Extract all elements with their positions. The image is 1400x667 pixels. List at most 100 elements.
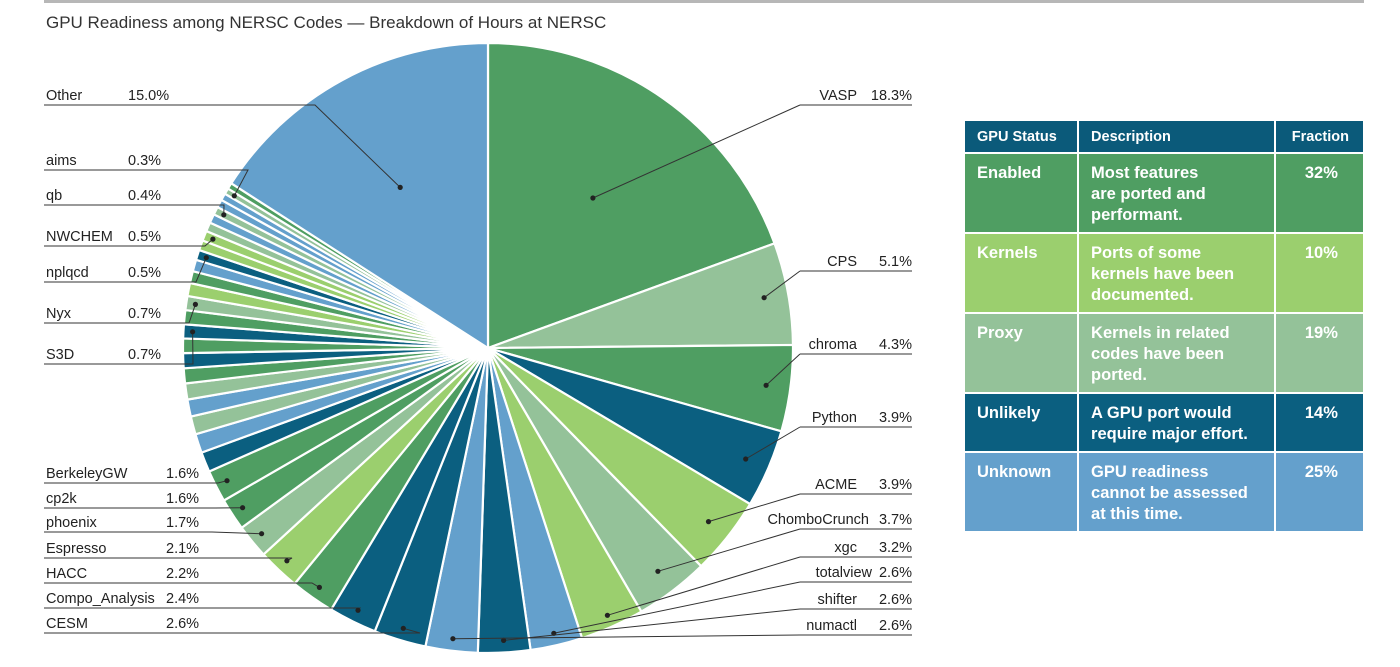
slice-value: 0.5% [128,229,161,245]
slice-value: 2.6% [879,592,912,608]
leader-dot [355,607,361,613]
top-rule [44,0,1364,3]
leader-line [745,426,801,460]
table-header-row: GPU Status Description Fraction [965,121,1363,154]
leader-dot [316,584,322,591]
slice-value: 0.4% [128,188,161,204]
slice-label-berkeleygw: BerkeleyGW 1.6% [44,466,230,484]
leader-dot [190,329,196,335]
description-cell: Kernels in related codes have been porte… [1078,313,1276,394]
leader-line [44,238,214,247]
description-cell: GPU readiness cannot be assessed at this… [1078,452,1276,533]
slice-name: Compo_Analysis [46,591,155,607]
pie-slice-vasp [486,41,776,350]
leader-dot [284,558,290,564]
leader-line [607,556,801,616]
leader-dot [705,519,712,525]
slice-value: 1.6% [166,491,199,507]
fraction-cell: 19% [1274,313,1363,394]
leader-line [44,257,207,283]
slice-name: Other [46,88,82,104]
pie-slices [181,41,795,655]
slice-label-nwchem: NWCHEM 0.5% [44,229,216,247]
description-cell: Ports of some kernels have been document… [1078,233,1276,314]
description-cell: A GPU port would require major effort. [1078,393,1276,453]
leader-line [592,104,801,199]
slice-label-compo_analysis: Compo_Analysis 2.4% [44,591,362,613]
leader-dot [400,625,406,631]
leader-line [44,480,228,484]
table-row-unknown: Unknown GPU readiness cannot be assessed… [965,452,1363,533]
leader-dot [240,505,246,511]
leader-line [503,608,801,641]
slice-label-shifter: shifter 2.6% [501,592,912,644]
leader-line [44,627,421,634]
slice-name: Python [812,410,857,426]
slice-label-cps: CPS 5.1% [761,254,912,301]
slice-name: phoenix [46,515,98,531]
slice-name: VASP [819,88,857,104]
slice-value: 4.3% [879,337,912,353]
slice-value: 1.6% [166,466,199,482]
slice-value: 0.5% [128,265,161,281]
slice-label-aims: aims 0.3% [44,153,249,199]
slice-value: 0.7% [128,306,161,322]
slice-name: qb [46,188,62,204]
leader-dot [763,382,769,388]
slice-name: S3D [46,347,74,363]
header-description: Description [1078,121,1276,154]
slice-name: ChomboCrunch [767,512,869,528]
leader-dot [743,456,749,462]
leader-dot [501,637,507,644]
header-gpu-status: GPU Status [965,121,1080,154]
leader-dot [450,636,456,642]
slice-label-phoenix: phoenix 1.7% [44,515,265,537]
leader-line [708,493,801,523]
leader-dot [203,255,209,261]
slice-label-cp2k: cp2k 1.6% [44,491,246,511]
slice-value: 2.6% [879,618,912,634]
slice-value: 3.2% [879,540,912,556]
slice-name: BerkeleyGW [46,466,128,482]
slice-label-nplqcd: nplqcd 0.5% [44,255,209,283]
slice-label-python: Python 3.9% [743,410,912,462]
slice-label-totalview: totalview 2.6% [551,565,912,636]
leader-line [763,270,801,299]
slice-label-vasp: VASP 18.3% [590,88,912,201]
leader-line [553,581,801,634]
slice-name: totalview [816,565,873,581]
gpu-status-table: GPU Status Description Fraction Enabled … [965,121,1363,533]
slice-value: 2.6% [166,616,199,632]
table-row-unlikely: Unlikely A GPU port would require major … [965,393,1363,453]
leader-dot [224,478,230,484]
slice-name: xgc [834,540,857,556]
status-cell: Proxy [965,313,1080,394]
slice-name: shifter [818,592,858,608]
slice-label-other: Other 15.0% [44,88,403,190]
leader-line [44,104,401,188]
leader-dot [210,236,216,242]
pie-labels: VASP 18.3%CPS 5.1%chroma 4.3%Python 3.9%ACME… [44,88,912,644]
leader-dot [259,531,265,537]
table-row-enabled: Enabled Most features are ported and per… [965,153,1363,234]
chart-title: GPU Readiness among NERSC Codes — Breakd… [46,13,607,32]
slice-label-nyx: Nyx 0.7% [44,301,198,324]
slice-value: 2.6% [879,565,912,581]
leader-line [44,204,225,215]
leader-line [44,304,196,324]
slice-name: Espresso [46,541,106,557]
slice-label-espresso: Espresso 2.1% [44,541,293,564]
slice-name: chroma [809,337,858,353]
fraction-cell: 32% [1274,153,1363,234]
leader-dot [221,212,227,218]
leader-line [44,331,194,365]
leader-dot [604,612,611,618]
leader-line [765,353,801,386]
leader-dot [655,568,661,574]
slice-name: CESM [46,616,88,632]
slice-value: 3.7% [879,512,912,528]
status-cell: Unknown [965,452,1080,533]
pie-chart: VASP 18.3%CPS 5.1%chroma 4.3%Python 3.9%ACME… [44,41,912,655]
slice-label-cesm: CESM 2.6% [44,616,421,634]
slice-value: 2.1% [166,541,199,557]
